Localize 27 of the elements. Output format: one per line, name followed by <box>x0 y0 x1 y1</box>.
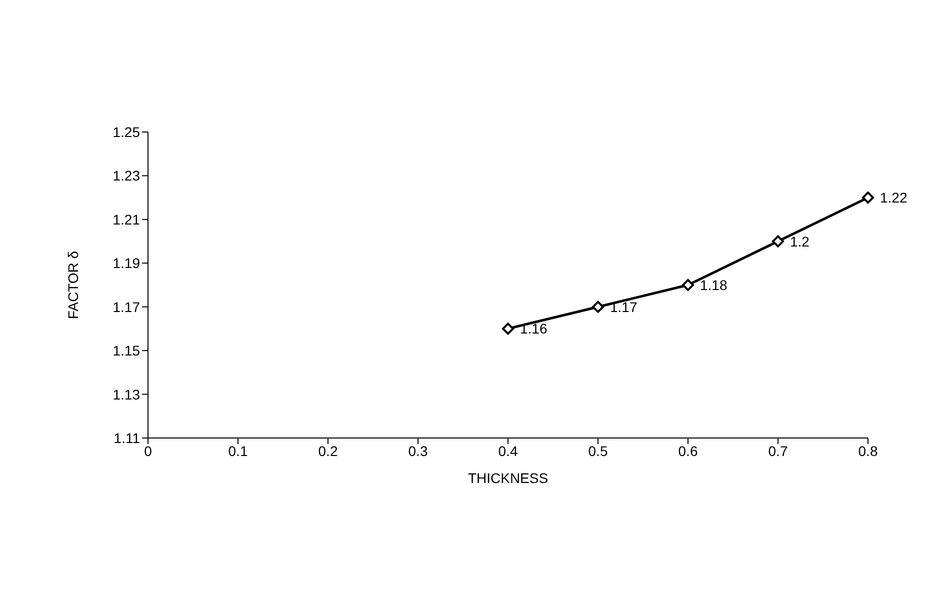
y-tick-label: 1.19 <box>112 255 140 272</box>
point <box>502 322 514 335</box>
y-tick-label: 1.15 <box>112 342 140 359</box>
x-tick-label: 0.3 <box>408 442 428 459</box>
point <box>862 192 874 204</box>
x-tick-label: 0.4 <box>498 442 518 459</box>
y-axis-title: FACTOR δ <box>64 250 81 320</box>
data-label: 1.22 <box>880 190 908 206</box>
point <box>682 279 694 291</box>
y-tick-label: 1.21 <box>112 211 140 228</box>
x-tick-label: 0.5 <box>588 442 608 459</box>
x-tick-label: 0.6 <box>678 442 698 459</box>
point <box>592 300 604 313</box>
x-tick-label: 0.1 <box>228 442 248 459</box>
x-tick-label: 0.7 <box>768 442 788 459</box>
y-tick-label: 1.23 <box>112 168 140 184</box>
y-tick-label: 1.11 <box>114 430 140 446</box>
point <box>772 235 784 248</box>
x-axis-title: THICKNESS <box>468 470 548 486</box>
y-tick-label: 1.25 <box>112 124 140 140</box>
data-label: 1.2 <box>790 233 810 250</box>
x-tick-label: 0.2 <box>318 442 338 459</box>
data-label: 1.18 <box>700 276 728 293</box>
y-tick-label: 1.13 <box>112 386 140 402</box>
y-tick-label: 1.17 <box>112 298 140 315</box>
x-tick-label: 0 <box>144 442 152 459</box>
x-tick-label: 0.8 <box>858 442 878 459</box>
